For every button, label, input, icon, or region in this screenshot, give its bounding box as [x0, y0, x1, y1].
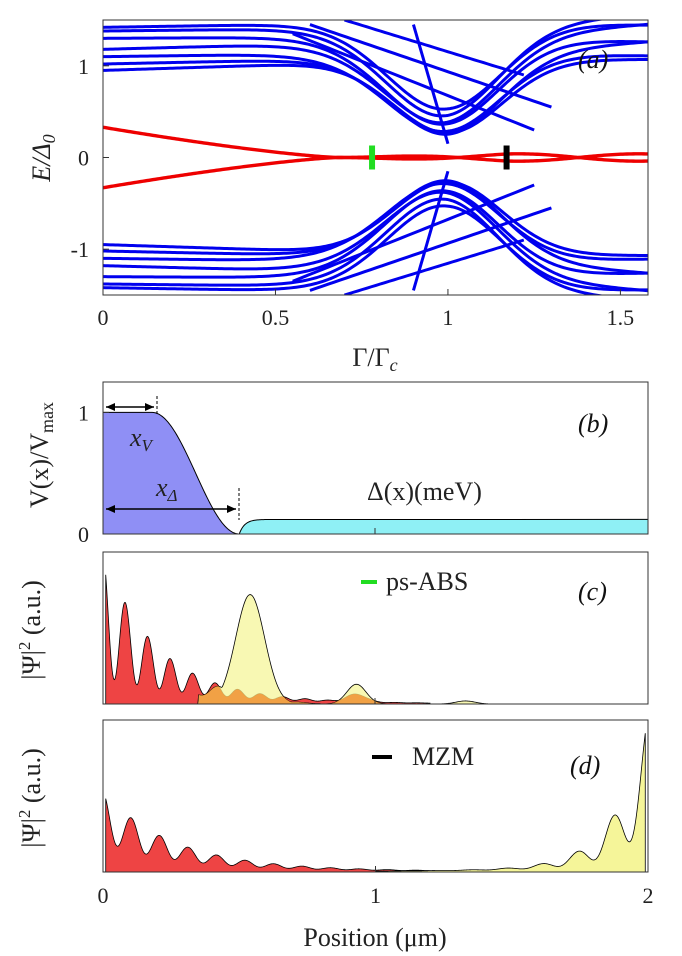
panel-a-tag: (a) — [578, 45, 608, 74]
panel-c-tag: (c) — [578, 577, 607, 606]
panel-a-ticks: 0 0.5 1 1.5 1 0 -1 — [71, 54, 634, 330]
crossing-band-upper — [412, 24, 450, 145]
crossing-band-lower — [344, 238, 525, 295]
crossing-band-lower — [309, 206, 552, 292]
crossing-band-lower — [292, 183, 535, 283]
panel-c: (c) ps-ABS |Ψ|2 (a.u.) — [15, 551, 649, 705]
panel-a: 0 0.5 1 1.5 1 0 -1 (a) Γ/Γc E/Δ0 — [27, 19, 649, 375]
bulk-band-lower — [103, 182, 648, 262]
panel-c-frame — [102, 551, 649, 705]
panel-b-ylabel: V(x)/Vmax — [25, 402, 57, 508]
xv-arrow — [106, 396, 158, 416]
panel-c-ylabel: |Ψ|2 (a.u.) — [15, 580, 46, 679]
panel-c-areas — [105, 574, 512, 704]
panel-d-ylabel: |Ψ|2 (a.u.) — [15, 748, 46, 847]
bulk-band-upper — [103, 53, 648, 133]
panel-b-tag: (b) — [578, 409, 608, 438]
crossing-band-upper — [309, 23, 552, 109]
panel-a-ylabel: E/Δ0 — [27, 134, 59, 182]
mzm-wave-yellow — [375, 733, 646, 872]
xdelta-arrow — [106, 488, 240, 520]
bulk-band-lower — [103, 197, 606, 295]
legend-mzm-label: MZM — [412, 742, 474, 771]
panel-b-ticks: 10 — [78, 400, 376, 547]
panel-d-tag: (d) — [570, 751, 600, 780]
ps-abs-wave-yellow — [184, 594, 512, 704]
bulk-band-upper — [103, 20, 606, 118]
panel-b-ytick-label: 0 — [78, 522, 89, 547]
xv-label: xV — [129, 423, 155, 455]
ps-abs-wave-overlap — [184, 686, 430, 704]
potential-area — [103, 411, 240, 534]
subgap-state-upper — [103, 125, 648, 160]
panel-b-areas — [103, 411, 648, 534]
panel-a-ytick-label: -1 — [71, 237, 89, 262]
mzm-marker — [503, 145, 510, 170]
bulk-band-lower — [103, 189, 648, 279]
crossing-band-upper — [292, 32, 535, 132]
bulk-band-lower — [103, 190, 648, 293]
panel-d-areas — [105, 733, 646, 872]
crossing-band-lower — [412, 170, 450, 291]
bulk-band-lower — [103, 180, 648, 258]
bulk-band-upper — [103, 22, 648, 125]
panel-a-markers — [369, 145, 510, 170]
gap-label: Δ(x)(meV) — [367, 477, 482, 506]
panel-a-xlabel: Γ/Γc — [352, 343, 397, 375]
xdelta-label: xΔ — [155, 473, 178, 505]
subgap-state-lower — [103, 155, 648, 190]
panel-b-ytick-label: 1 — [78, 400, 89, 425]
panel-a-xtick-label: 0.5 — [262, 305, 290, 330]
gap-area — [238, 518, 648, 534]
panel-a-xtick-label: 0 — [98, 305, 109, 330]
panel-a-ytick-label: 0 — [78, 146, 89, 171]
panel-a-xtick-label: 1.5 — [607, 305, 635, 330]
mzm-wave-red — [105, 798, 431, 872]
panel-a-ytick-label: 1 — [78, 54, 89, 79]
legend-ps-abs-label: ps-ABS — [386, 567, 468, 596]
panel-d-xtick-label: 2 — [643, 883, 654, 908]
bulk-band-upper — [103, 57, 648, 135]
panel-a-curves — [103, 20, 648, 295]
panel-d-ticks: 0 1 2 — [98, 866, 654, 908]
panel-d: 0 1 2 (d) MZM |Ψ|2 (a.u.) Position (μm) — [15, 719, 654, 952]
panel-a-xtick-label: 1 — [442, 305, 453, 330]
panel-d-xtick-label: 1 — [370, 883, 381, 908]
panel-d-xtick-label: 0 — [98, 883, 109, 908]
ps-abs-marker — [369, 145, 376, 170]
bulk-band-upper — [103, 36, 648, 126]
panel-d-xlabel: Position (μm) — [303, 923, 446, 952]
panel-b: 10 (b) xV xΔ Δ(x)(meV) V(x)/Vmax — [25, 381, 649, 547]
crossing-band-upper — [344, 20, 525, 77]
